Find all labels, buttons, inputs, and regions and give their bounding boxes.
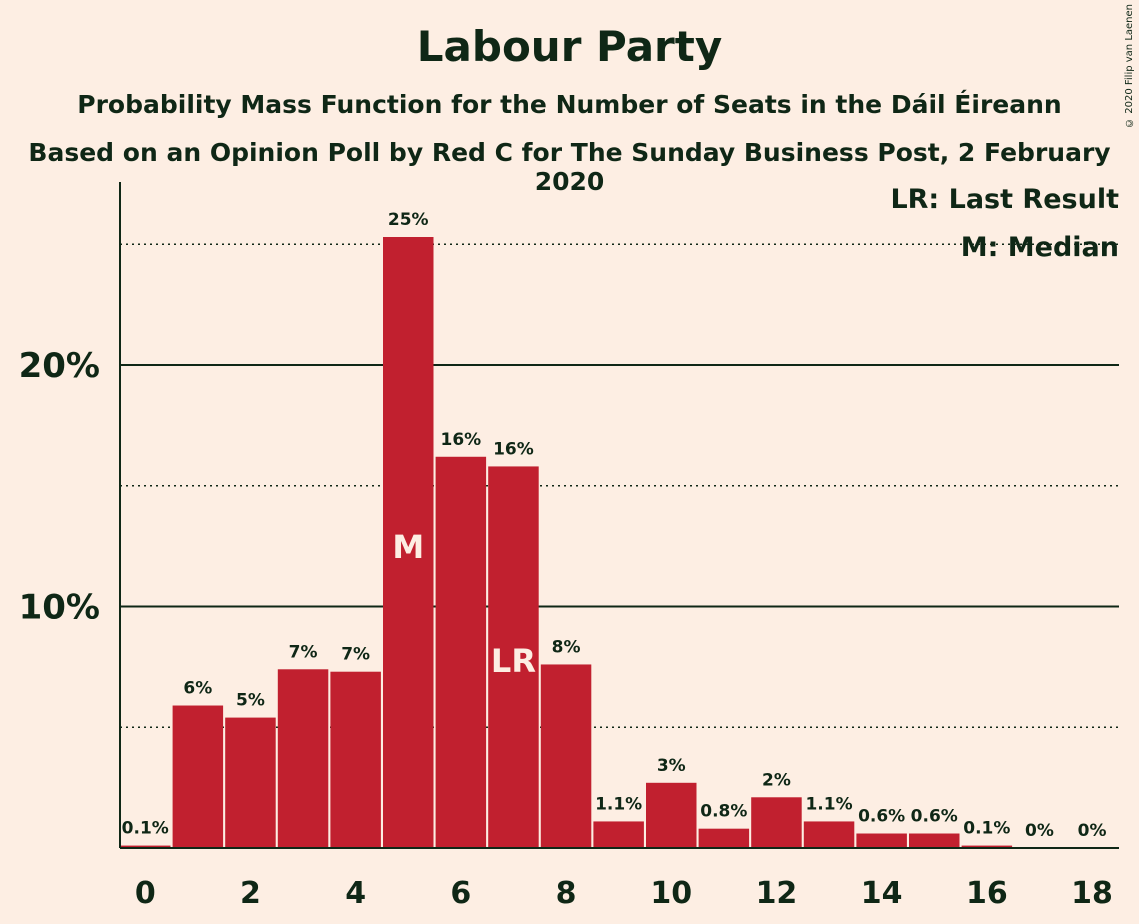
data-label-seat-8: 8% <box>552 637 581 657</box>
bar-seat-7 <box>488 466 539 848</box>
bar-seat-0 <box>120 845 171 848</box>
bar-seat-3 <box>277 669 329 848</box>
data-label-seat-12: 2% <box>762 770 791 790</box>
x-tick-8: 8 <box>556 876 577 911</box>
data-label-seat-3: 7% <box>289 642 318 662</box>
legend-last-result: LR: Last Result <box>890 184 1119 215</box>
x-tick-4: 4 <box>345 876 366 911</box>
data-label-seat-4: 7% <box>341 645 370 665</box>
data-label-seat-15: 0.6% <box>911 807 958 827</box>
chart-subtitle: Probability Mass Function for the Number… <box>77 90 1062 119</box>
chart-title: Labour Party <box>416 22 723 71</box>
data-label-seat-1: 6% <box>183 679 212 699</box>
x-tick-2: 2 <box>240 876 261 911</box>
last-result-marker: LR <box>491 642 536 680</box>
bar-seat-9 <box>593 821 644 848</box>
bar-seat-13 <box>803 821 855 848</box>
y-tick-20: 20% <box>19 346 100 386</box>
bar-seat-11 <box>698 828 750 848</box>
x-tick-18: 18 <box>1071 876 1113 911</box>
bar-seat-16 <box>961 845 1013 848</box>
data-label-seat-5: 25% <box>388 210 429 230</box>
data-label-seat-6: 16% <box>440 430 481 450</box>
x-tick-0: 0 <box>135 876 156 911</box>
bar-seat-4 <box>330 671 381 848</box>
data-label-seat-7: 16% <box>493 439 534 459</box>
data-label-seat-11: 0.8% <box>700 802 747 822</box>
x-tick-6: 6 <box>450 876 471 911</box>
data-label-seat-16: 0.1% <box>963 819 1010 839</box>
data-label-seat-10: 3% <box>657 756 686 776</box>
x-tick-10: 10 <box>650 876 692 911</box>
bar-seat-5 <box>383 237 434 848</box>
data-label-seat-17: 0% <box>1025 821 1054 841</box>
x-tick-12: 12 <box>756 876 798 911</box>
bar-seat-6 <box>435 456 487 848</box>
data-label-seat-18: 0% <box>1078 821 1107 841</box>
median-marker: M <box>392 528 424 566</box>
x-tick-14: 14 <box>861 876 903 911</box>
chart-source-subtitle: Based on an Opinion Poll by Red C for Th… <box>28 138 1111 196</box>
legend-median: M: Median <box>960 232 1119 263</box>
bar-seat-14 <box>856 833 907 848</box>
bar-seat-10 <box>646 782 697 848</box>
data-label-seat-9: 1.1% <box>595 794 642 814</box>
bar-seat-8 <box>540 664 592 848</box>
data-label-seat-14: 0.6% <box>858 807 905 827</box>
data-label-seat-0: 0.1% <box>122 819 169 839</box>
bar-seat-15 <box>909 833 960 848</box>
data-label-seat-2: 5% <box>236 691 265 711</box>
bar-seat-2 <box>225 717 276 848</box>
bar-seat-12 <box>751 797 802 848</box>
data-label-seat-13: 1.1% <box>805 794 852 814</box>
x-tick-16: 16 <box>966 876 1008 911</box>
y-tick-10: 10% <box>19 588 100 628</box>
bar-seat-1 <box>172 705 224 848</box>
